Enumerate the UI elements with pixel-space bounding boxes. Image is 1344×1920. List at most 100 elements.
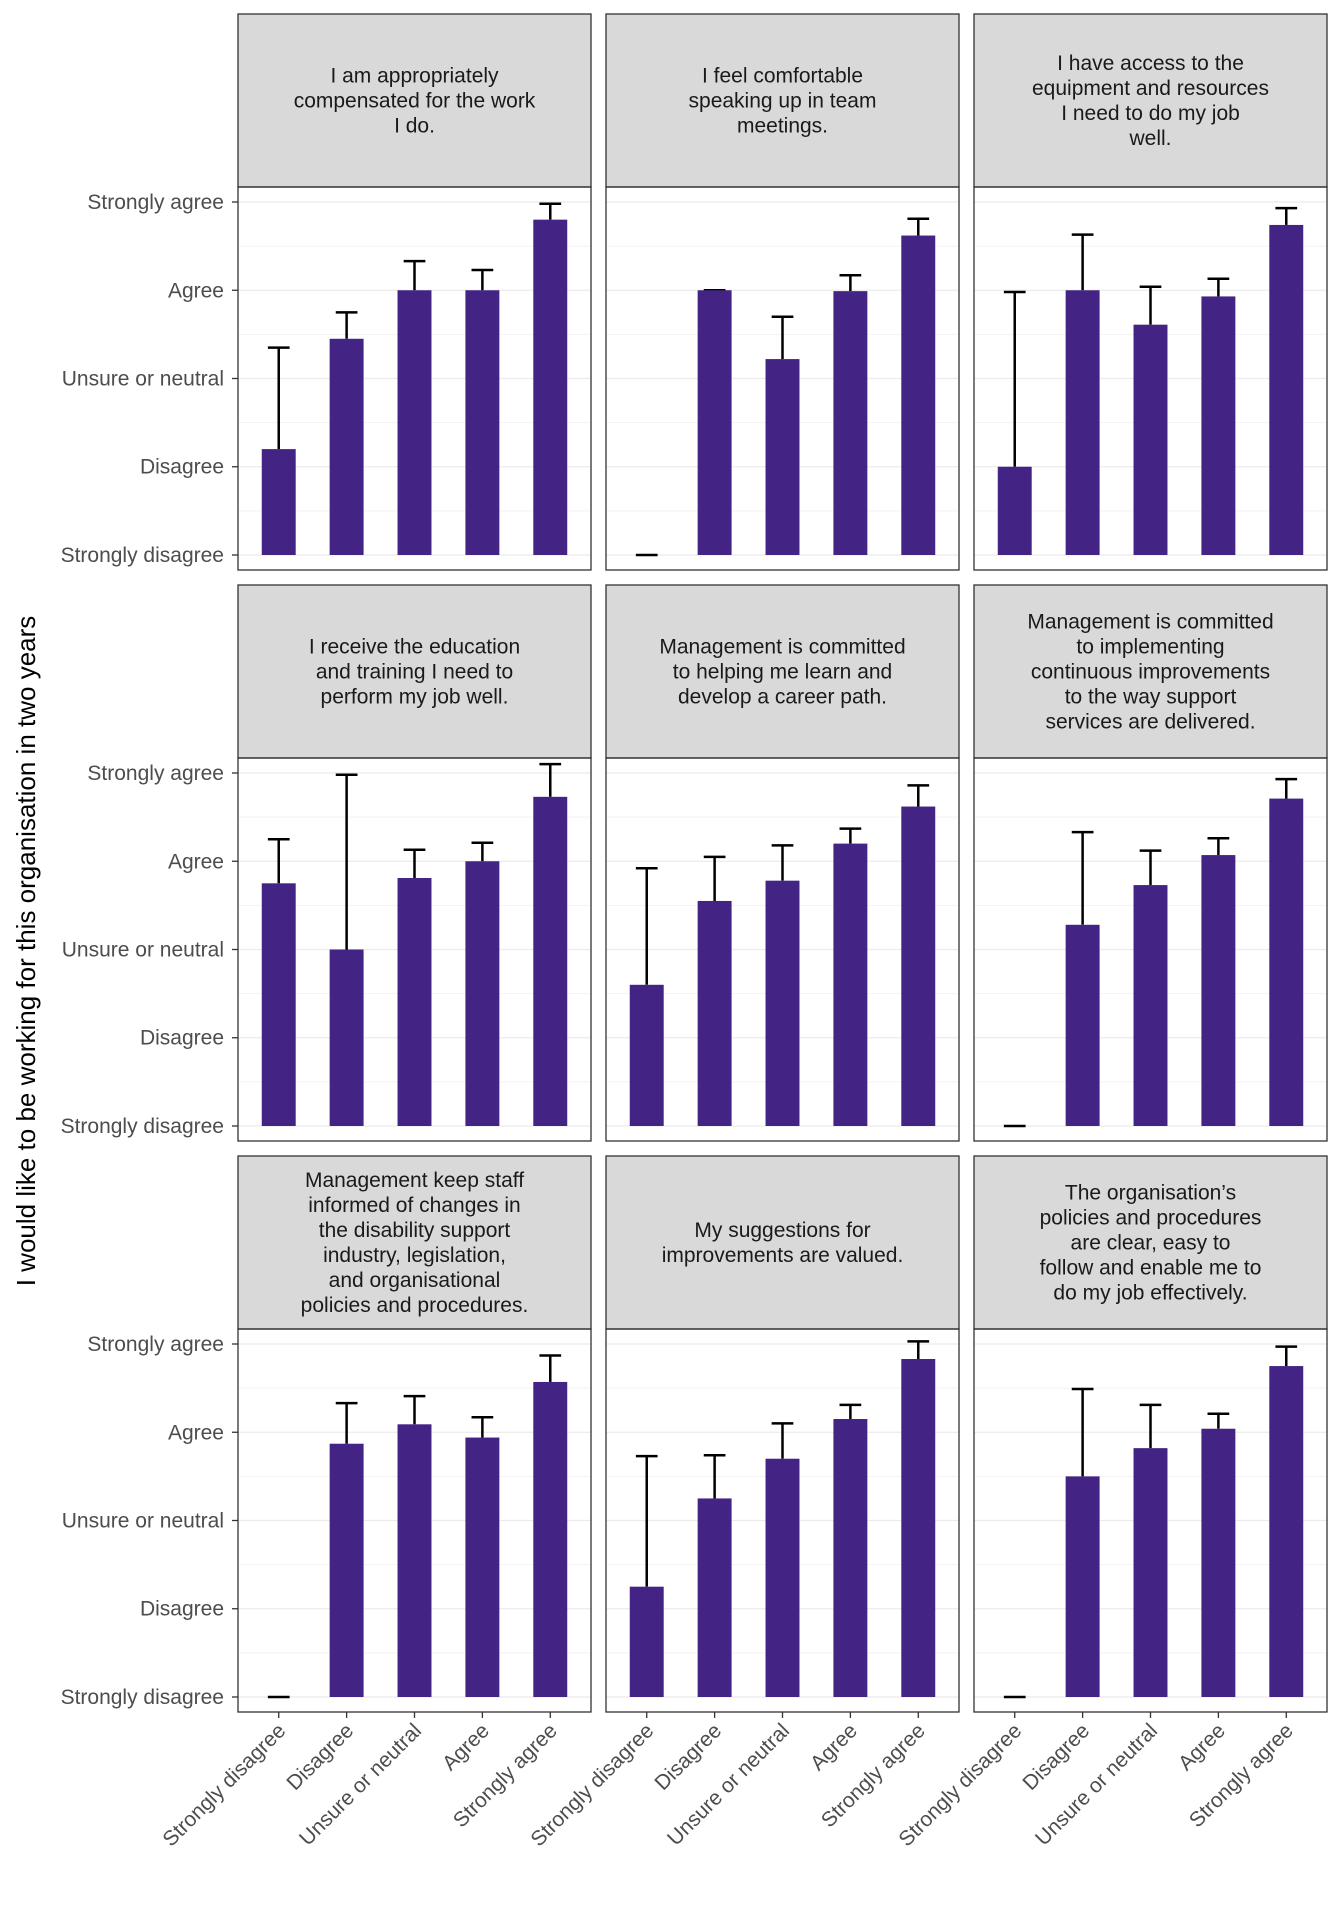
facet-strip	[237, 13, 592, 188]
y-tick-label: Agree	[168, 850, 224, 873]
facet-title-line: perform my job well.	[321, 686, 509, 709]
facet-title-line: continuous improvements	[1031, 661, 1270, 684]
bar	[697, 900, 732, 1126]
bar	[697, 1498, 732, 1697]
facet-strip	[973, 13, 1328, 188]
facet-title-line: to implementing	[1076, 636, 1224, 659]
facet-title-line: compensated for the work	[294, 90, 536, 113]
y-tick-label: Strongly agree	[87, 191, 224, 214]
bar	[1201, 296, 1236, 555]
bar	[1133, 324, 1168, 555]
y-tick-label: Unsure or neutral	[62, 368, 224, 391]
bar	[629, 984, 664, 1126]
facet-strip	[237, 1155, 592, 1330]
facet-title-line: I need to do my job	[1061, 102, 1240, 125]
bar	[465, 1437, 500, 1697]
y-tick-label: Disagree	[140, 1598, 224, 1621]
bar	[765, 1458, 800, 1697]
bar	[465, 290, 500, 555]
bar	[833, 1419, 868, 1697]
facet-title-line: My suggestions for	[694, 1219, 870, 1242]
facet-panel: I feel comfortable speaking up in team mee…	[605, 13, 960, 571]
facet-title-line: industry, legislation,	[323, 1244, 506, 1267]
facet-title: Management is committed to implementing co…	[1027, 611, 1273, 734]
bar	[465, 861, 500, 1126]
facet-title-line: policies and procedures	[1040, 1207, 1262, 1230]
facet-strip	[973, 1155, 1328, 1330]
bar	[1065, 1476, 1100, 1697]
facet-title-line: well.	[1128, 127, 1171, 150]
facet-strip	[973, 584, 1328, 759]
bar	[261, 449, 296, 555]
facet-title-line: Management keep staff	[305, 1169, 524, 1192]
bar	[697, 290, 732, 555]
facet-title-line: I feel comfortable	[702, 65, 863, 88]
y-tick-label: Agree	[168, 1421, 224, 1444]
y-tick-label: Strongly agree	[87, 1333, 224, 1356]
facet-title: Management keep staff informed of changes…	[301, 1169, 529, 1317]
facet-panels: I am appropriately compensated for the wo…	[61, 13, 1328, 1851]
bar	[1133, 885, 1168, 1126]
bar	[1065, 290, 1100, 555]
facet-title: I am appropriately compensated for the wo…	[294, 65, 536, 138]
facet-title-line: I am appropriately	[330, 65, 499, 88]
facet-title-line: services are delivered.	[1045, 711, 1255, 734]
panel-border	[973, 186, 1328, 571]
facet-title-line: policies and procedures.	[301, 1294, 529, 1317]
facet-title-line: and training I need to	[316, 661, 513, 684]
facet-title: Management is committed to helping me lea…	[659, 636, 905, 709]
bar	[1269, 224, 1304, 555]
facet-title-line: to the way support	[1065, 686, 1237, 709]
bar	[397, 1424, 432, 1697]
facet-title-line: Management is committed	[659, 636, 905, 659]
bar	[833, 291, 868, 555]
facet-panel: Management is committed to implementing co…	[973, 584, 1328, 1142]
bar	[329, 338, 364, 555]
bar	[1201, 855, 1236, 1126]
bar	[997, 466, 1032, 555]
facet-title-line: I have access to the	[1057, 52, 1244, 75]
facet-title-line: follow and enable me to	[1040, 1257, 1262, 1280]
y-tick-label: Disagree	[140, 1027, 224, 1050]
facet-title-line: equipment and resources	[1032, 77, 1269, 100]
facet-title-line: do my job effectively.	[1053, 1282, 1247, 1305]
bar	[533, 1381, 568, 1697]
bar	[1269, 798, 1304, 1126]
facet-panel: I have access to the equipment and resour…	[973, 13, 1328, 571]
bar	[329, 1443, 364, 1697]
bar	[329, 949, 364, 1126]
facet-title: I have access to the equipment and resour…	[1032, 52, 1269, 150]
bar	[833, 843, 868, 1126]
bar	[629, 1586, 664, 1697]
facet-title-line: the disability support	[319, 1219, 511, 1242]
bar	[533, 219, 568, 555]
facet-panel: I am appropriately compensated for the wo…	[61, 13, 592, 571]
facet-title-line: and organisational	[329, 1269, 501, 1292]
facet-panel: Management is committed to helping me lea…	[605, 584, 960, 1142]
panel-border	[605, 757, 960, 1142]
y-tick-label: Disagree	[140, 456, 224, 479]
facet-title-line: Management is committed	[1027, 611, 1273, 634]
y-tick-label: Agree	[168, 279, 224, 302]
bar	[397, 878, 432, 1126]
y-tick-label: Unsure or neutral	[62, 1510, 224, 1533]
bar	[901, 235, 936, 555]
facet-title-line: I receive the education	[309, 636, 520, 659]
bar	[1065, 924, 1100, 1126]
bar	[261, 883, 296, 1126]
facet-strip	[237, 584, 592, 759]
facet-title-line: are clear, easy to	[1071, 1232, 1231, 1255]
y-tick-label: Strongly disagree	[61, 1686, 224, 1709]
facet-title: The organisation’s policies and procedure…	[1040, 1182, 1262, 1305]
facet-panel: I receive the education and training I ne…	[61, 584, 592, 1142]
panel-border	[973, 757, 1328, 1142]
facet-title: My suggestions for improvements are value…	[662, 1219, 904, 1267]
facet-title: I receive the education and training I ne…	[309, 636, 520, 709]
y-tick-label: Unsure or neutral	[62, 939, 224, 962]
facet-strip	[605, 13, 960, 188]
facet-title-line: I do.	[394, 115, 435, 138]
bar	[1133, 1448, 1168, 1697]
bar	[765, 359, 800, 555]
